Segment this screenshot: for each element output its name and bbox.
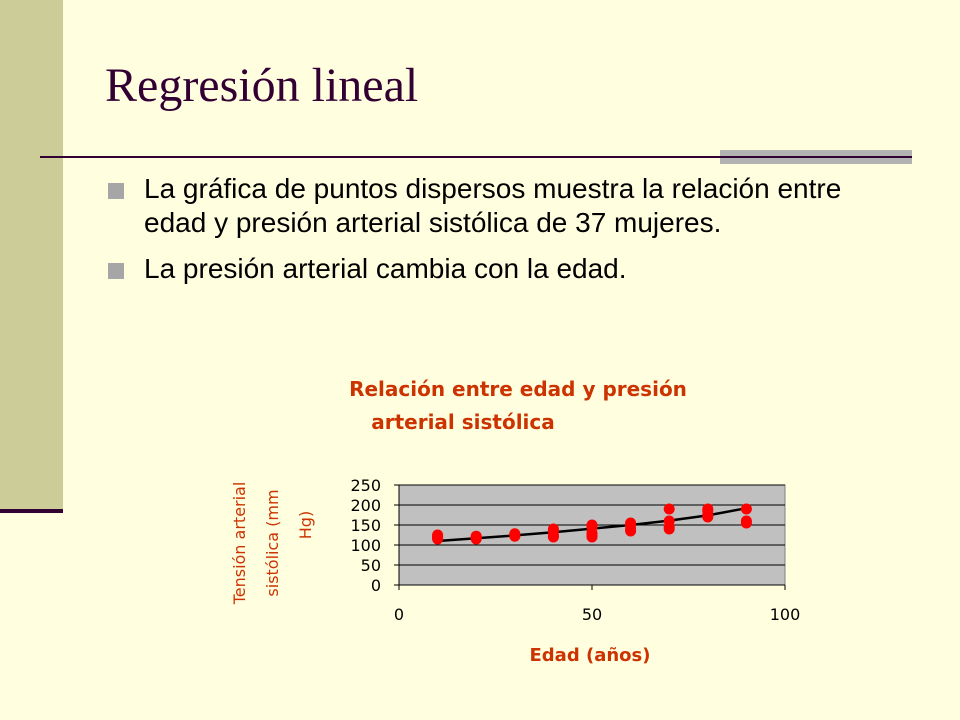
x-tick-label: 100 xyxy=(770,605,801,624)
title-rule-accent-line xyxy=(720,156,912,158)
x-tick-label: 50 xyxy=(582,605,602,624)
x-tick-label: 0 xyxy=(394,605,404,624)
slide-title: Regresión lineal xyxy=(105,59,419,112)
data-point xyxy=(470,530,482,542)
square-bullet-icon xyxy=(108,183,124,199)
y-tick-label: 200 xyxy=(350,496,381,515)
y-tick-label: 50 xyxy=(361,556,381,575)
data-point xyxy=(702,503,714,515)
y-tick-label: 0 xyxy=(371,576,381,595)
y-tick-label: 250 xyxy=(350,476,381,495)
y-tick-label: 100 xyxy=(350,536,381,555)
data-point xyxy=(586,529,598,541)
data-point xyxy=(547,530,559,542)
data-point xyxy=(663,503,675,515)
y-axis-label-line-2: sistólica (mm xyxy=(263,489,282,596)
bullet-list: La gráfica de puntos dispersos muestra l… xyxy=(108,172,908,298)
bullet-text: La gráfica de puntos dispersos muestra l… xyxy=(144,173,842,238)
bullet-item: La gráfica de puntos dispersos muestra l… xyxy=(108,172,908,240)
data-point xyxy=(740,515,752,527)
y-axis-label-line-3: Hg) xyxy=(296,511,315,539)
scatter-chart: Relación entre edad y presión arterial s… xyxy=(230,377,800,666)
bullet-text: La presión arterial cambia con la edad. xyxy=(144,253,627,284)
square-bullet-icon xyxy=(108,263,124,279)
left-sidebar-band xyxy=(0,0,63,512)
sidebar-divider xyxy=(0,509,63,513)
data-point xyxy=(663,515,675,527)
x-axis-label: Edad (años) xyxy=(530,645,651,666)
chart-title-line-1: Relación entre edad y presión xyxy=(349,377,687,401)
data-point xyxy=(432,529,444,541)
y-tick-label: 150 xyxy=(350,516,381,535)
data-point xyxy=(586,521,598,533)
chart-title-line-2: arterial sistólica xyxy=(371,410,555,434)
data-point xyxy=(625,519,637,531)
y-axis-label-line-1: Tensión arterial xyxy=(230,482,249,606)
data-point xyxy=(740,503,752,515)
data-point xyxy=(509,528,521,540)
bullet-item: La presión arterial cambia con la edad. xyxy=(108,252,908,286)
title-rule xyxy=(40,156,912,158)
